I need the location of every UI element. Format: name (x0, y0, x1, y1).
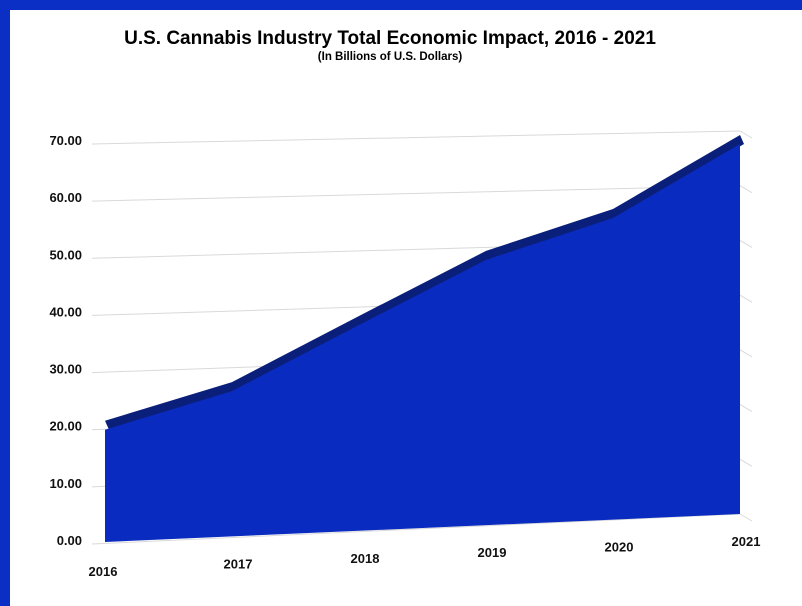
y-tick-label: 70.00 (49, 133, 82, 148)
y-tick-label: 10.00 (49, 476, 82, 491)
x-tick-label: 2021 (732, 534, 761, 549)
gridline-side (739, 458, 753, 467)
area-series (105, 143, 740, 542)
gridline (91, 130, 741, 145)
gridline-side (739, 513, 753, 522)
y-tick-label: 50.00 (49, 247, 82, 262)
x-tick-label: 2018 (351, 551, 380, 566)
y-tick-label: 30.00 (49, 362, 82, 377)
y-tick-label: 0.00 (57, 533, 82, 548)
gridline-side (739, 349, 753, 358)
y-tick-label: 20.00 (49, 419, 82, 434)
gridline-side (739, 239, 753, 248)
gridline (91, 513, 741, 545)
gridline-side (739, 404, 753, 413)
chart-subtitle: (In Billions of U.S. Dollars) (317, 51, 463, 63)
gridline-side (739, 185, 753, 194)
gridline-side (739, 130, 753, 139)
y-tick-label: 60.00 (49, 190, 82, 205)
gridline-side (739, 294, 753, 303)
chart-title: U.S. Cannabis Industry Total Economic Im… (124, 28, 656, 49)
x-tick-label: 2017 (224, 556, 253, 571)
gridline (91, 185, 741, 202)
x-tick-label: 2016 (89, 564, 118, 579)
y-tick-label: 40.00 (49, 304, 82, 319)
x-tick-label: 2019 (478, 545, 507, 560)
x-tick-label: 2020 (605, 540, 634, 555)
